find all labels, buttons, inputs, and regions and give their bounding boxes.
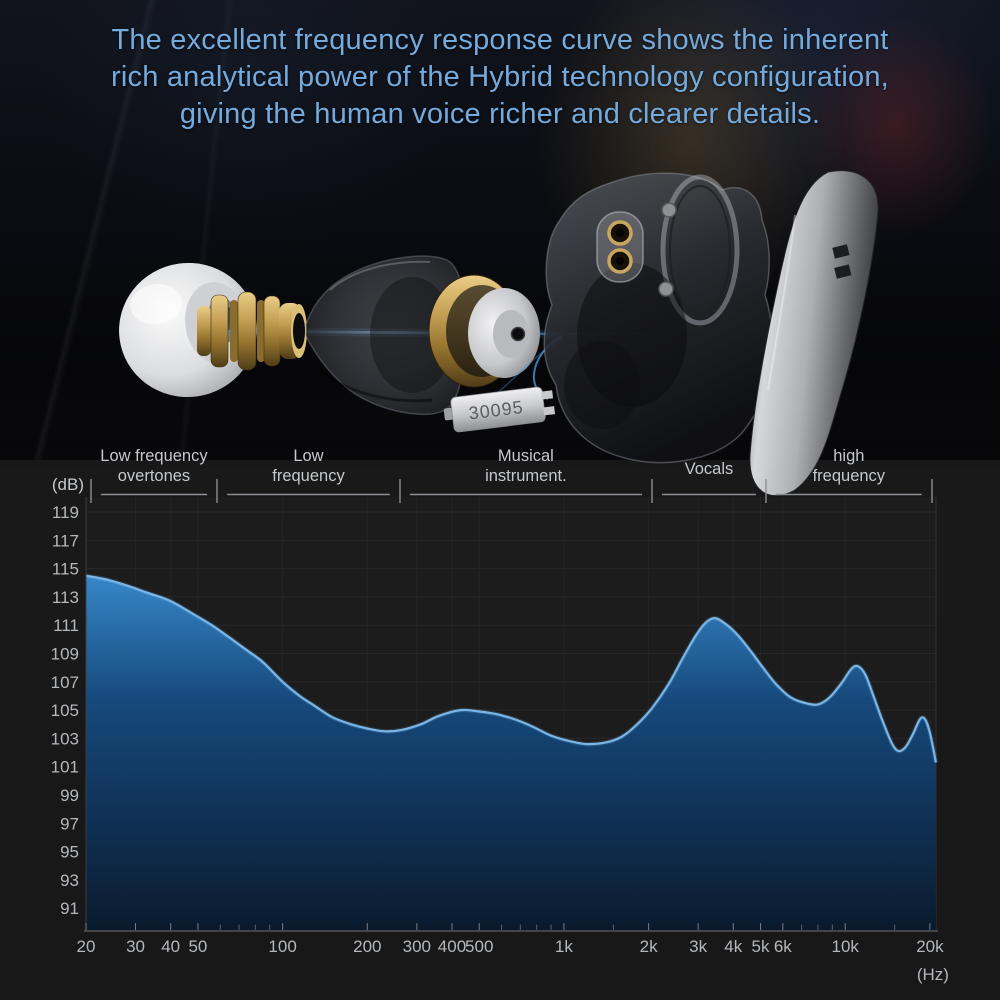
x-tick-label: 50 [188,937,207,956]
x-tick-label: 5k [752,937,770,956]
headline-line-1: The excellent frequency response curve s… [111,24,889,56]
area-series [85,573,939,931]
x-tick-label: 40 [161,937,180,956]
x-tick-label: 1k [555,937,573,956]
y-tick-label: 115 [52,560,79,579]
region-label: instrument. [485,467,567,485]
x-tick-label: 300 [403,937,431,956]
response-curve [85,574,937,763]
y-tick-label: 105 [51,701,79,720]
x-tick-label: 20k [916,937,944,956]
x-tick-label: 4k [724,937,742,956]
x-tick-label: 20 [77,937,96,956]
headline-line-2: rich analytical power of the Hybrid tech… [111,61,889,93]
region-headers: Low frequency overtones Low frequency Musica… [90,447,933,503]
x-tick-label: 30 [126,937,145,956]
y-tick-label: 101 [51,758,79,777]
region-label: Low [293,447,323,465]
axes [84,497,938,932]
y-tick-label: 119 [52,503,79,522]
x-tick-label: 10k [832,937,860,956]
y-tick-label: 111 [53,616,79,635]
region-label: overtones [118,467,190,485]
region-label: high [833,447,864,465]
x-tick-label: 3k [689,937,707,956]
y-tick-label: 113 [52,588,79,607]
headline: The excellent frequency response curve s… [0,22,1000,133]
y-axis-unit: (dB) [52,475,84,494]
region-label: Vocals [685,460,734,478]
faceplate [749,170,879,497]
nozzle [197,291,307,371]
y-tick-label: 93 [60,871,79,890]
y-tick-label: 117 [52,531,79,550]
y-tick-label: 91 [60,899,79,918]
region-label: frequency [272,467,345,485]
region-label: frequency [813,467,886,485]
y-tick-label: 99 [60,786,79,805]
y-tick-label: 97 [60,814,79,833]
y-tick-label: 103 [51,729,79,748]
y-tick-label: 107 [51,673,79,692]
driver-cone-housing [305,255,466,416]
x-tick-label: 400 [438,937,466,956]
dynamic-driver [428,274,540,388]
y-tick-label: 95 [60,843,79,862]
y-tick-label: 109 [51,645,79,664]
x-tick-label: 6k [774,937,792,956]
x-tick-label: 2k [640,937,658,956]
x-tick-label: 100 [268,937,296,956]
y-axis-labels: 119 117 115 113 111 109 107 105 103 101 99 97 95 93 91… [51,475,84,918]
area-fill [86,575,936,931]
region-label: Low frequency [100,447,208,465]
x-tick-label: 200 [353,937,381,956]
ba-driver: 30095 [443,386,556,433]
region-label: Musical [498,447,554,465]
x-axis-unit: (Hz) [917,965,949,984]
shell [543,172,774,464]
headline-line-3: giving the human voice richer and cleare… [179,98,821,130]
x-tick-label: 500 [465,937,493,956]
